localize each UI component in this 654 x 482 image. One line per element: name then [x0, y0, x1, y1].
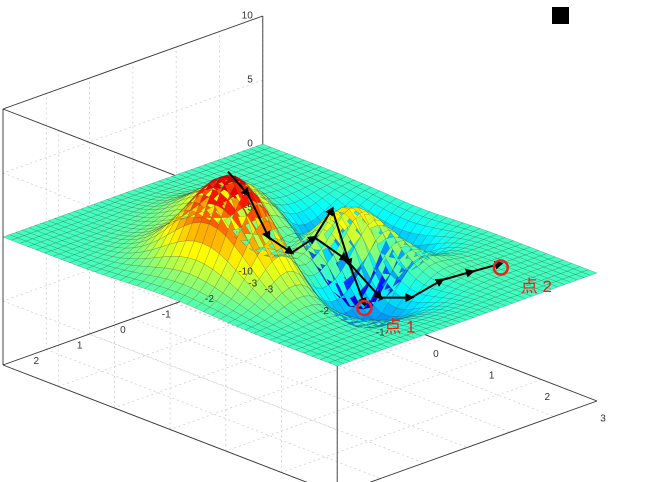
y-tick-label: 1 — [77, 341, 83, 352]
descent-path-a-arrow-0 — [227, 170, 251, 197]
marker-circle-1 — [356, 299, 373, 317]
y-tick-label: 2 — [34, 356, 40, 367]
descent-path-b-arrow-1 — [345, 258, 383, 300]
x-tick-label: -2 — [320, 306, 329, 317]
z-tick-label: -5 — [244, 203, 253, 214]
descent-path-b-arrow-5 — [471, 260, 504, 273]
descent-path-a-arrow-4 — [313, 206, 334, 238]
floor-grid-x-12 — [369, 400, 598, 482]
z-tick-label: 5 — [247, 75, 253, 86]
annotation-label-2: 点 2 — [521, 277, 552, 296]
descent-path-b-arrow-0 — [313, 236, 349, 262]
x-tick-label: -1 — [376, 328, 385, 339]
descent-path-b-arrow-4 — [441, 268, 475, 281]
marker-circle-2 — [492, 259, 510, 276]
z-tick-label: 10 — [242, 11, 254, 22]
z-tick-label: -10 — [238, 267, 253, 278]
descent-path-a-arrow-3 — [291, 235, 318, 254]
x-tick-label: 0 — [433, 349, 439, 360]
y-tick-label: 0 — [120, 325, 126, 336]
x-tick-label: -3 — [264, 285, 273, 296]
box-edge-7 — [2, 15, 263, 110]
y-tick-label: -2 — [205, 294, 214, 305]
box-edge-3 — [2, 364, 308, 482]
floor-grid-y-11 — [46, 349, 381, 479]
descent-path-b-arrow-3 — [410, 278, 445, 299]
z-tick-label: 0 — [247, 139, 253, 150]
x-tick-label: 2 — [545, 392, 551, 403]
box-edge-1 — [369, 400, 598, 482]
floor-grid-x-8 — [225, 357, 486, 452]
x-tick-label: 3 — [600, 414, 606, 425]
surface-mesh — [2, 143, 598, 367]
descent-path-a-arrow-2 — [268, 236, 295, 255]
descent-path-a-arrow-1 — [247, 193, 271, 241]
surface-cell — [581, 269, 598, 276]
descent-path-a-arrow-6 — [348, 264, 367, 307]
floor-grid-x-6 — [169, 336, 431, 430]
floor-grid-x-10 — [281, 379, 542, 473]
annotation-label-1: 点 1 — [384, 317, 415, 336]
x-tick-label: 1 — [489, 371, 495, 382]
y-tick-label: -3 — [248, 279, 257, 290]
descent-paths — [227, 170, 504, 307]
annotations: 点 1 点 2 — [356, 259, 552, 336]
black-square-marker — [552, 7, 569, 24]
y-tick-label: -1 — [162, 310, 171, 321]
